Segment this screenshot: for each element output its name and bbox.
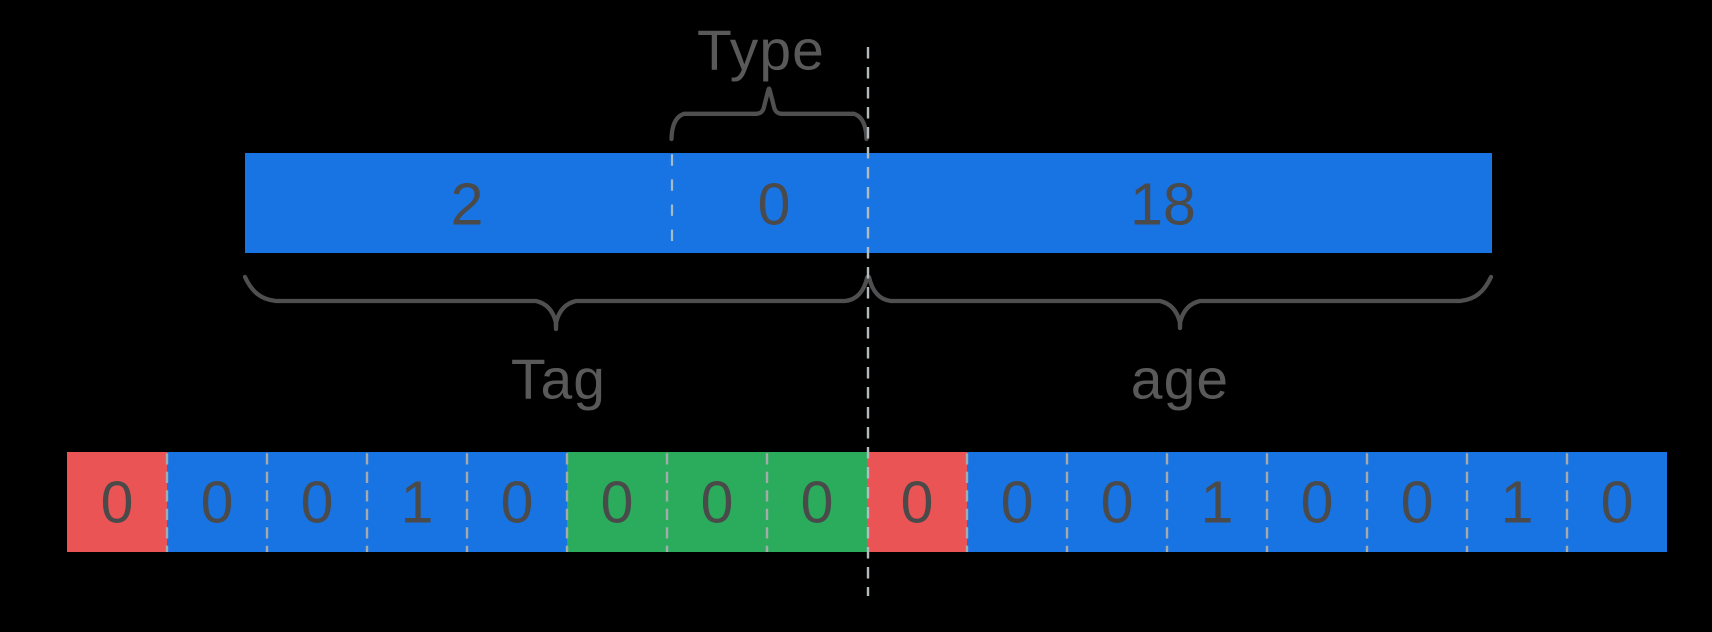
- svg-text:0: 0: [1101, 470, 1134, 536]
- svg-text:0: 0: [801, 470, 834, 536]
- svg-text:1: 1: [1201, 470, 1234, 536]
- svg-text:1: 1: [401, 470, 434, 536]
- svg-text:0: 0: [1601, 470, 1634, 536]
- svg-text:2: 2: [451, 172, 484, 238]
- svg-text:0: 0: [1401, 470, 1434, 536]
- svg-text:0: 0: [201, 470, 234, 536]
- svg-text:0: 0: [301, 470, 334, 536]
- svg-text:18: 18: [1130, 172, 1196, 238]
- svg-text:0: 0: [101, 470, 134, 536]
- svg-text:0: 0: [601, 470, 634, 536]
- svg-text:0: 0: [501, 470, 534, 536]
- svg-text:0: 0: [758, 172, 791, 238]
- svg-text:age: age: [1131, 348, 1229, 412]
- svg-text:0: 0: [1001, 470, 1034, 536]
- svg-text:0: 0: [1301, 470, 1334, 536]
- svg-text:1: 1: [1501, 470, 1534, 536]
- svg-text:0: 0: [701, 470, 734, 536]
- svg-text:0: 0: [901, 470, 934, 536]
- svg-text:Tag: Tag: [511, 348, 606, 412]
- svg-text:Type: Type: [697, 19, 825, 83]
